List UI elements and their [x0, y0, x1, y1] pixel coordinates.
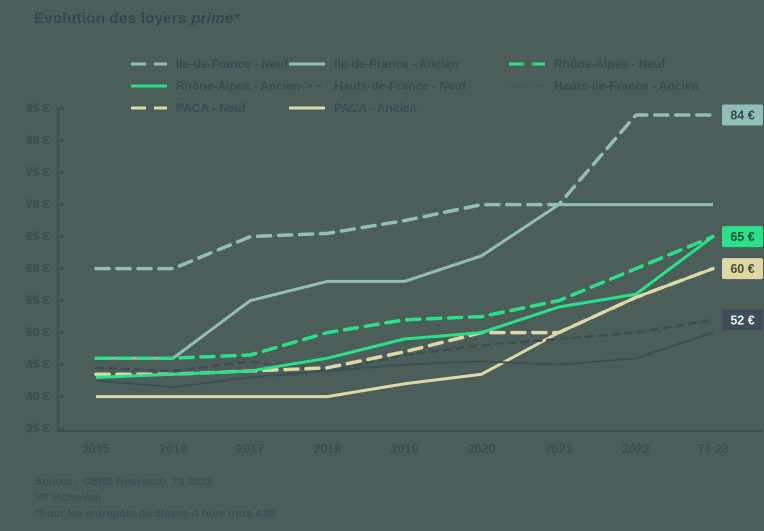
legend-item-paca-ancien: PACA - Ancien [288, 101, 508, 115]
legend-item-paca-neuf: PACA - Neuf [130, 101, 288, 115]
x-tick-label-2021: 2021 [545, 442, 573, 456]
page-title-emphasis: prime* [191, 10, 240, 27]
y-tick-label: 80 € [26, 134, 50, 148]
x-tick-label-2018: 2018 [313, 442, 341, 456]
legend-swatch-dashed [509, 62, 545, 66]
unit-line: HT HC/m²/an [35, 492, 101, 504]
legend-label: Hauts-de-France - Neuf [334, 79, 467, 93]
legend-item-hauts-de-france-neuf: Hauts-de-France - Neuf [288, 79, 508, 93]
legend-item-ile-de-france-neuf: Ile-de-France - Neuf [130, 57, 288, 71]
footnote-line: *Pour les entrepôts de classe A hors int… [35, 508, 276, 520]
y-tick-label: 35 € [26, 422, 50, 436]
y-tick-label: 60 € [26, 262, 50, 276]
value-badge-hauts-de-france-neuf: 52 € [722, 309, 763, 331]
legend-swatch-dashed [131, 106, 167, 110]
value-badge-rh-ne-alpes-ancien: 65 € [722, 226, 763, 248]
value-badge-text: 60 € [730, 262, 754, 276]
legend-label: Ile-de-France - Ancien [334, 57, 459, 71]
legend-swatch-dashed [131, 62, 167, 66]
x-tick-label-2017: 2017 [236, 442, 264, 456]
legend-item-rh-ne-alpes-neuf: Rhône-Alpes - Neuf [508, 57, 699, 71]
series-line-hauts-de-france-neuf [94, 318, 715, 373]
value-badge-text: 65 € [730, 230, 754, 244]
value-badge-box [722, 258, 763, 280]
page-title-main: Evolution des loyers [34, 10, 192, 27]
x-tick-label-t1-23: T1 23 [697, 442, 729, 456]
y-tick-label: 75 € [26, 166, 50, 180]
series-line-rh-ne-alpes-neuf [94, 234, 715, 360]
y-tick-label: 45 € [26, 358, 50, 372]
legend-swatch-solid [289, 106, 325, 110]
value-badge-box [722, 309, 763, 331]
series-line-ile-de-france-ancien [96, 203, 713, 360]
series-line-ile-de-france-neuf [94, 113, 715, 271]
legend-label: Rhône-Alpes - Ancien [176, 79, 301, 93]
y-tick-label: 65 € [26, 230, 50, 244]
legend-swatch-solid [289, 62, 325, 66]
value-badge-text: 52 € [730, 313, 754, 327]
series-line-rh-ne-alpes-ancien [95, 235, 714, 379]
y-tick-label: 55 € [26, 294, 50, 308]
series-line-hauts-de-france-ancien [95, 331, 714, 388]
y-tick-label: 70 € [26, 198, 50, 212]
value-badge-paca-ancien: 60 € [722, 258, 763, 280]
legend: Ile-de-France - Neuf Ile-de-France - Anci… [130, 53, 699, 119]
legend-label: Rhône-Alpes - Neuf [554, 57, 666, 71]
legend-label: PACA - Neuf [176, 101, 246, 115]
y-tick-label: 40 € [26, 390, 50, 404]
legend-item-rh-ne-alpes-ancien: Rhône-Alpes - Ancien [130, 79, 300, 93]
x-tick-label-2015: 2015 [82, 442, 110, 456]
chart-footer: Source : CBRE Research, T1 2023 HT HC/m²… [35, 474, 275, 522]
legend-item-hauts-de-france-ancien: Hauts-de-France - Ancien [508, 79, 699, 93]
value-badge-ile-de-france-neuf: 84 € [722, 104, 763, 126]
legend-label: Hauts-de-France - Ancien [554, 79, 699, 93]
series-line-paca-ancien [96, 267, 714, 399]
value-badge-text: 84 € [730, 109, 754, 123]
legend-swatch-fine-dot [509, 85, 545, 87]
value-badge-box [722, 104, 763, 126]
y-tick-label: 85 € [26, 102, 50, 116]
value-badge-box [722, 226, 763, 248]
x-tick-label-2016: 2016 [159, 442, 187, 456]
source-line: Source : CBRE Research, T1 2023 [35, 476, 213, 488]
x-tick-label-2022: 2022 [622, 442, 650, 456]
y-tick-label: 50 € [26, 326, 50, 340]
legend-label: Ile-de-France - Neuf [176, 57, 289, 71]
legend-swatch-short-dash [289, 85, 325, 87]
x-tick-label-2019: 2019 [391, 442, 419, 456]
legend-label: PACA - Ancien [334, 101, 417, 115]
legend-item-ile-de-france-ancien: Ile-de-France - Ancien [288, 57, 508, 71]
series-line-paca-neuf [94, 266, 715, 376]
x-tick-label-2020: 2020 [468, 442, 496, 456]
page-title: Evolution des loyers prime* [34, 10, 240, 27]
legend-swatch-solid [131, 84, 167, 88]
